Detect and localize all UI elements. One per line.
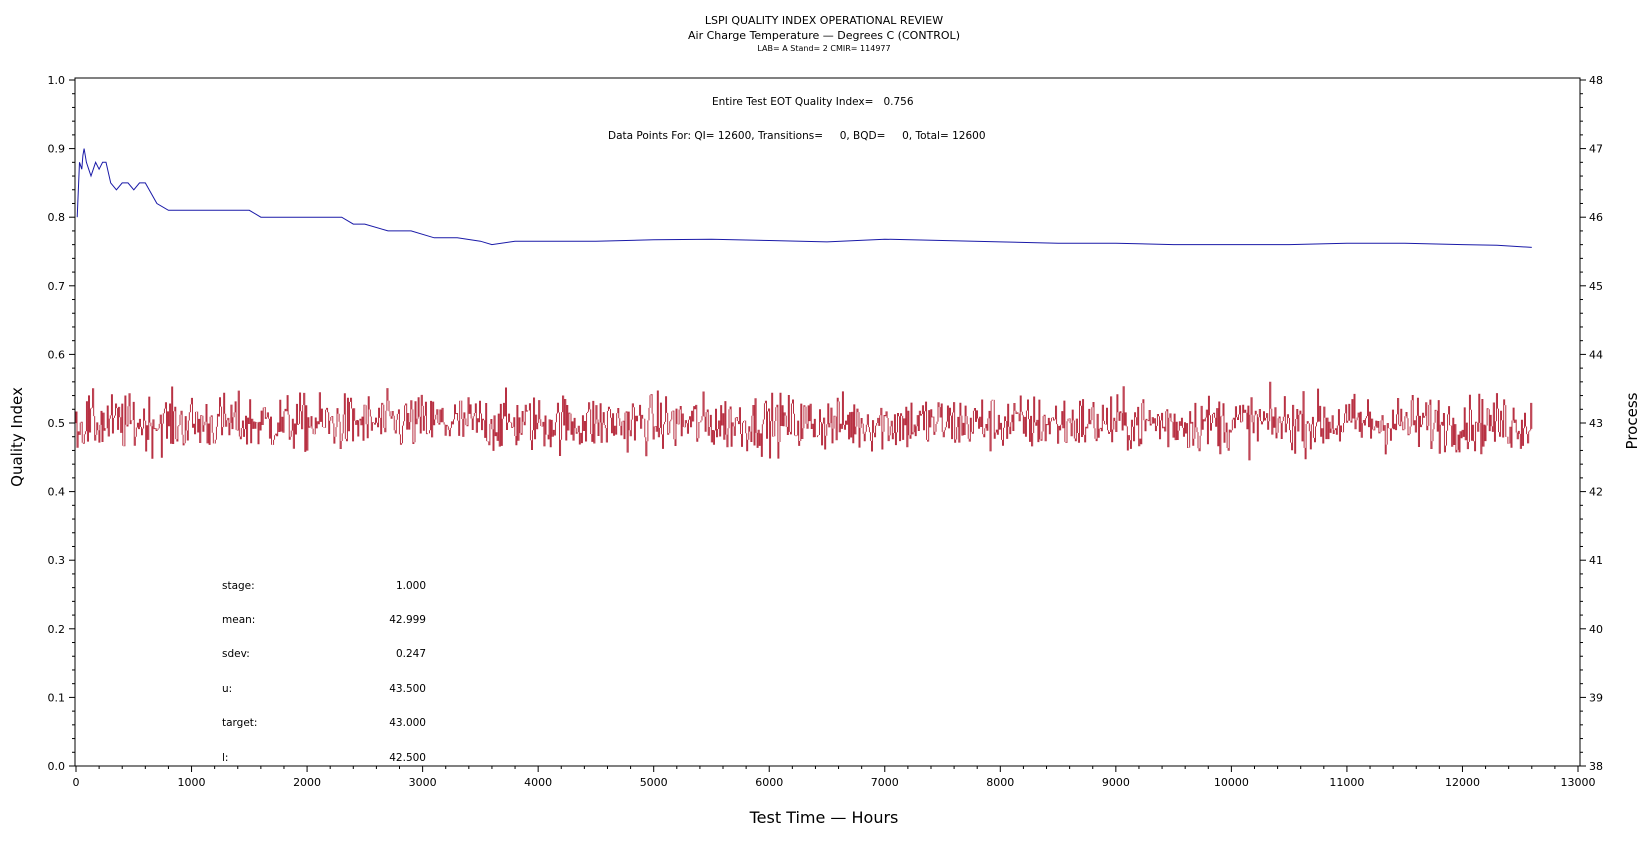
y-tick-label: 0.5 bbox=[48, 417, 66, 430]
x-tick-label: 8000 bbox=[986, 776, 1014, 789]
stat-value: 42.500 bbox=[389, 752, 426, 764]
y2-tick-label: 42 bbox=[1589, 486, 1603, 499]
y-tick-label: 0.7 bbox=[48, 280, 66, 293]
x-tick-label: 0 bbox=[73, 776, 80, 789]
y2-tick-label: 46 bbox=[1589, 211, 1603, 224]
y2-axis-label: Process bbox=[1623, 392, 1641, 450]
y-tick-label: 0.6 bbox=[48, 348, 66, 361]
y-tick-label: 0.1 bbox=[48, 691, 66, 704]
stat-label: target: bbox=[222, 717, 258, 729]
plot-frame bbox=[74, 77, 1581, 767]
y-tick-label: 1.0 bbox=[48, 74, 66, 87]
process-trace bbox=[75, 381, 1533, 461]
y2-tick-label: 40 bbox=[1589, 623, 1603, 636]
x-tick-label: 3000 bbox=[409, 776, 437, 789]
y2-tick-label: 44 bbox=[1589, 348, 1603, 361]
x-axis: 0 1000 2000 3000 4000 5000 6000 7000 8000 9000 100… bbox=[73, 766, 1596, 789]
x-tick-label: 10000 bbox=[1214, 776, 1249, 789]
y2-tick-label: 41 bbox=[1589, 554, 1603, 567]
y-tick-label: 0.8 bbox=[48, 211, 66, 224]
x-tick-label: 9000 bbox=[1102, 776, 1130, 789]
y-tick-label: 0.3 bbox=[48, 554, 66, 567]
x-tick-label: 11000 bbox=[1329, 776, 1364, 789]
stat-label: stage: bbox=[222, 580, 255, 592]
y2-tick-label: 48 bbox=[1589, 74, 1603, 87]
stat-value: 1.000 bbox=[395, 580, 426, 592]
eot-quality-index: Entire Test EOT Quality Index= 0.756 bbox=[712, 96, 914, 108]
x-tick-label: 13000 bbox=[1561, 776, 1596, 789]
stat-value: 43.500 bbox=[389, 683, 426, 695]
y2-tick-label: 39 bbox=[1589, 691, 1603, 704]
x-tick-label: 12000 bbox=[1445, 776, 1480, 789]
y-tick-label: 0.2 bbox=[48, 623, 66, 636]
y-tick-label: 0.0 bbox=[48, 760, 66, 773]
left-axis: 0.0 0.1 0.2 0.3 0.4 0.5 0.6 0.7 0.8 0.9 1.0 bbox=[48, 74, 75, 773]
right-axis: 38 39 40 41 42 43 44 45 46 47 48 bbox=[1580, 74, 1603, 773]
y2-tick-label: 47 bbox=[1589, 143, 1603, 156]
stat-label: u: bbox=[222, 683, 233, 695]
chart-title: LSPI QUALITY INDEX OPERATIONAL REVIEW bbox=[704, 14, 944, 27]
stat-value: 43.000 bbox=[389, 717, 426, 729]
stat-value: 42.999 bbox=[389, 614, 426, 626]
x-tick-label: 2000 bbox=[293, 776, 321, 789]
y2-tick-label: 38 bbox=[1589, 760, 1603, 773]
y-tick-label: 0.4 bbox=[48, 486, 66, 499]
stat-label: sdev: bbox=[222, 648, 250, 660]
x-tick-label: 5000 bbox=[640, 776, 668, 789]
y2-tick-label: 45 bbox=[1589, 280, 1603, 293]
stat-label: l: bbox=[222, 752, 229, 764]
y-tick-label: 0.9 bbox=[48, 143, 66, 156]
x-axis-label: Test Time — Hours bbox=[749, 808, 899, 827]
x-tick-label: 6000 bbox=[755, 776, 783, 789]
process-series bbox=[75, 381, 1533, 461]
chart-subtitle: Air Charge Temperature — Degrees C (CONT… bbox=[688, 29, 960, 42]
x-tick-label: 1000 bbox=[178, 776, 206, 789]
x-tick-label: 4000 bbox=[524, 776, 552, 789]
x-tick-label: 7000 bbox=[871, 776, 899, 789]
data-points-summary: Data Points For: QI= 12600, Transitions=… bbox=[608, 130, 986, 142]
quality-index-line bbox=[76, 148, 1532, 248]
y-axis-label: Quality Index bbox=[8, 387, 26, 487]
stat-value: 0.247 bbox=[395, 648, 426, 660]
stat-label: mean: bbox=[222, 614, 256, 626]
y2-tick-label: 43 bbox=[1589, 417, 1603, 430]
chart-info: LAB= A Stand= 2 CMIR= 114977 bbox=[757, 44, 891, 53]
